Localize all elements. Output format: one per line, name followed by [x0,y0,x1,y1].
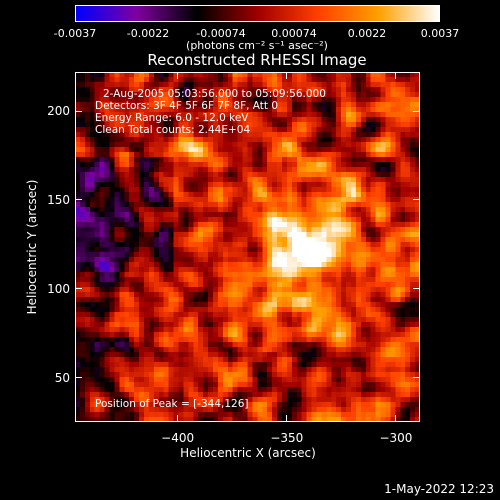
y-tick-mark [75,288,82,290]
x-tick-mark [286,415,288,422]
annotation-peak: Position of Peak = [-344,126] [95,398,249,410]
y-tick-label: 50 [54,370,70,385]
y-tick-mark [75,110,82,112]
heatmap-image [75,72,420,422]
x-axis-label: Heliocentric X (arcsec) [180,446,316,460]
x-tick-mark [395,72,397,79]
colorbar-unit-label: (photons cm⁻² s⁻¹ asec⁻²) [186,39,328,52]
colorbar-tick: -0.00074 [196,27,246,40]
y-tick-mark [413,110,420,112]
chart-title: Reconstructed RHESSI Image [147,51,367,69]
annotation-clean: Clean Total counts: 2.44E+04 [95,124,251,136]
colorbar-tick: 0.00074 [271,27,317,40]
x-tick-mark [395,415,397,422]
heatmap-plot [75,72,420,422]
x-tick-label: −350 [270,431,304,445]
x-tick-label: −300 [379,431,413,445]
x-tick-mark [286,72,288,79]
colorbar-tick: 0.0022 [347,27,387,40]
y-tick-mark [75,199,82,201]
colorbar-tick: -0.0037 [53,27,97,40]
colorbar-tick: -0.0022 [126,27,170,40]
y-axis-label: Heliocentric Y (arcsec) [25,179,39,315]
y-tick-mark [413,199,420,201]
annotation-time: 2-Aug-2005 05:03:56.000 to 05:09:56.000 [103,88,326,100]
y-tick-label: 100 [47,281,70,296]
y-tick-label: 200 [47,104,70,119]
x-tick-mark [177,72,179,79]
y-tick-mark [413,288,420,290]
y-tick-mark [75,377,82,379]
annotation-detectors: Detectors: 3F 4F 5F 6F 7F 8F, Att 0 [95,100,279,112]
x-tick-mark [177,415,179,422]
annotation-energy: Energy Range: 6.0 - 12.0 keV [95,112,249,124]
colorbar-tick: 0.0037 [420,27,460,40]
x-tick-label: −400 [161,431,195,445]
timestamp: 1-May-2022 12:23 [384,482,494,496]
y-tick-label: 150 [47,192,70,207]
y-tick-mark [413,377,420,379]
colorbar [75,5,440,22]
